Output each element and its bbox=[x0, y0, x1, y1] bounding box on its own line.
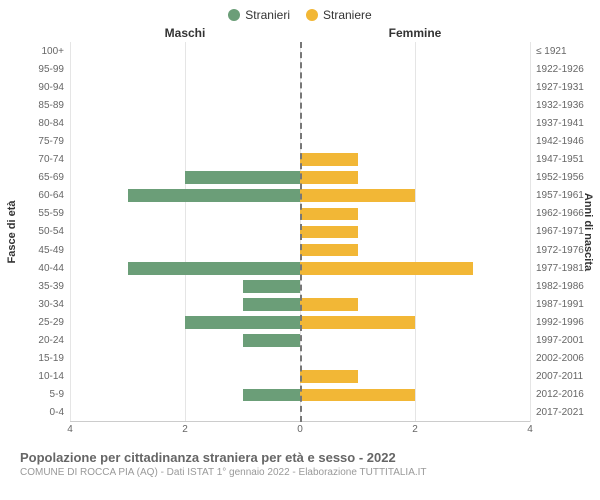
bar-female bbox=[300, 226, 358, 239]
bar-female bbox=[300, 208, 358, 221]
y-right-label: 1952-1956 bbox=[532, 169, 590, 187]
footer: Popolazione per cittadinanza straniera p… bbox=[20, 450, 580, 478]
x-tick: 2 bbox=[182, 424, 188, 435]
y-right-label: 1992-1996 bbox=[532, 313, 590, 331]
column-header-male: Maschi bbox=[70, 26, 300, 40]
bar-female bbox=[300, 244, 358, 257]
bar-male bbox=[243, 389, 301, 402]
chart-container: Stranieri Straniere Maschi Femmine Fasce… bbox=[0, 0, 600, 500]
y-left-label: 80-84 bbox=[10, 114, 68, 132]
bar-female bbox=[300, 389, 415, 402]
y-right-label: 1957-1961 bbox=[532, 187, 590, 205]
y-right-label: 2017-2021 bbox=[532, 404, 590, 422]
bar-female bbox=[300, 298, 358, 311]
x-tick: 4 bbox=[67, 424, 73, 435]
bar-male bbox=[128, 262, 301, 275]
y-right-label: 1987-1991 bbox=[532, 295, 590, 313]
x-axis-labels: 4 2 0 2 4 bbox=[70, 424, 530, 440]
legend-label-stranieri: Stranieri bbox=[245, 8, 290, 22]
y-left-label: 55-59 bbox=[10, 205, 68, 223]
chart-subtitle: COMUNE DI ROCCA PIA (AQ) - Dati ISTAT 1°… bbox=[20, 467, 580, 478]
y-left-label: 65-69 bbox=[10, 169, 68, 187]
y-right-label: 1977-1981 bbox=[532, 259, 590, 277]
legend-label-straniere: Straniere bbox=[323, 8, 372, 22]
y-right-label: 1982-1986 bbox=[532, 277, 590, 295]
chart-title: Popolazione per cittadinanza straniera p… bbox=[20, 450, 580, 465]
y-right-label: 1962-1966 bbox=[532, 205, 590, 223]
y-left-label: 20-24 bbox=[10, 332, 68, 350]
y-left-label: 5-9 bbox=[10, 386, 68, 404]
y-right-label: 2012-2016 bbox=[532, 386, 590, 404]
bar-male bbox=[243, 334, 301, 347]
y-right-label: 2002-2006 bbox=[532, 350, 590, 368]
y-left-label: 90-94 bbox=[10, 78, 68, 96]
x-tick: 0 bbox=[297, 424, 303, 435]
y-left-label: 100+ bbox=[10, 42, 68, 60]
bar-female bbox=[300, 189, 415, 202]
column-headers: Maschi Femmine bbox=[70, 26, 530, 40]
bar-female bbox=[300, 316, 415, 329]
plot-area bbox=[70, 42, 530, 422]
y-right-label: 1942-1946 bbox=[532, 132, 590, 150]
bar-female bbox=[300, 262, 473, 275]
x-tick: 4 bbox=[527, 424, 533, 435]
y-left-label: 50-54 bbox=[10, 223, 68, 241]
y-left-label: 15-19 bbox=[10, 350, 68, 368]
bar-male bbox=[185, 316, 300, 329]
y-right-label: 2007-2011 bbox=[532, 368, 590, 386]
x-tick: 2 bbox=[412, 424, 418, 435]
column-header-female: Femmine bbox=[300, 26, 530, 40]
y-right-label: 1932-1936 bbox=[532, 96, 590, 114]
y-left-label: 60-64 bbox=[10, 187, 68, 205]
legend-swatch-straniere bbox=[306, 9, 318, 21]
y-left-label: 70-74 bbox=[10, 151, 68, 169]
legend-item-straniere: Straniere bbox=[306, 8, 372, 22]
y-right-label: 1967-1971 bbox=[532, 223, 590, 241]
bar-female bbox=[300, 153, 358, 166]
y-axis-right-labels: ≤ 19211922-19261927-19311932-19361937-19… bbox=[532, 42, 590, 422]
y-left-label: 95-99 bbox=[10, 60, 68, 78]
y-left-label: 10-14 bbox=[10, 368, 68, 386]
y-left-label: 85-89 bbox=[10, 96, 68, 114]
bar-female bbox=[300, 171, 358, 184]
y-left-label: 45-49 bbox=[10, 241, 68, 259]
y-left-label: 0-4 bbox=[10, 404, 68, 422]
y-left-label: 25-29 bbox=[10, 313, 68, 331]
y-right-label: 1927-1931 bbox=[532, 78, 590, 96]
y-axis-left-labels: 100+95-9990-9485-8980-8475-7970-7465-696… bbox=[10, 42, 68, 422]
y-left-label: 40-44 bbox=[10, 259, 68, 277]
legend: Stranieri Straniere bbox=[10, 8, 590, 22]
y-right-label: 1937-1941 bbox=[532, 114, 590, 132]
y-right-label: 1922-1926 bbox=[532, 60, 590, 78]
y-left-label: 75-79 bbox=[10, 132, 68, 150]
y-left-label: 30-34 bbox=[10, 295, 68, 313]
bar-female bbox=[300, 370, 358, 383]
y-right-label: 1997-2001 bbox=[532, 332, 590, 350]
bar-male bbox=[185, 171, 300, 184]
y-right-label: ≤ 1921 bbox=[532, 42, 590, 60]
center-axis bbox=[300, 42, 302, 422]
bar-male bbox=[128, 189, 301, 202]
bar-male bbox=[243, 298, 301, 311]
legend-item-stranieri: Stranieri bbox=[228, 8, 290, 22]
y-right-label: 1972-1976 bbox=[532, 241, 590, 259]
y-right-label: 1947-1951 bbox=[532, 151, 590, 169]
bar-male bbox=[243, 280, 301, 293]
y-left-label: 35-39 bbox=[10, 277, 68, 295]
legend-swatch-stranieri bbox=[228, 9, 240, 21]
